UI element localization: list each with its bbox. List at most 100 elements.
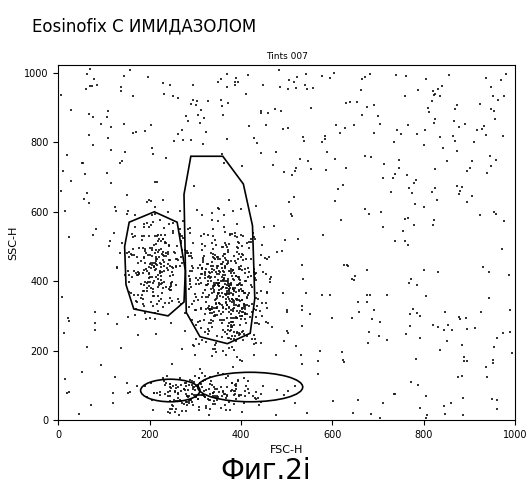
Point [139,295,148,303]
Point [209,345,217,353]
Point [202,128,210,136]
Point [244,264,252,272]
Point [172,242,181,250]
Point [125,278,133,286]
Point [240,300,249,308]
Point [112,208,121,216]
Text: Eosinofix С ИМИДАЗОЛОМ: Eosinofix С ИМИДАЗОЛОМ [32,18,256,36]
Point [183,250,192,258]
Point [245,122,253,130]
Point [201,298,210,306]
Point [88,82,96,90]
Point [81,170,90,178]
Point [217,319,226,327]
Point [219,294,228,302]
Point [340,261,348,269]
Point [140,382,149,390]
Point [251,235,260,243]
Point [279,337,288,345]
Point [158,268,166,276]
Point [257,106,266,114]
Point [176,396,184,404]
Point [153,275,162,283]
Point [289,78,298,86]
Point [225,406,234,414]
Point [225,298,234,306]
Point [224,246,232,254]
Point [346,98,355,106]
Point [294,234,302,242]
Point [234,238,242,246]
Point [205,406,214,413]
Point [215,307,224,315]
Point [177,253,185,261]
Point [227,310,235,318]
Point [264,254,273,262]
Point [429,87,437,95]
Point [493,96,502,104]
Point [178,407,186,415]
Point [228,207,237,215]
Point [118,158,127,166]
Point [150,292,158,300]
Point [157,280,166,288]
Point [204,292,212,300]
Point [252,268,260,276]
Point [223,392,232,400]
Point [413,281,422,289]
Point [275,66,284,74]
Point [251,335,260,343]
Point [316,347,324,355]
Point [171,249,179,257]
Point [232,312,241,320]
Point [458,341,467,349]
Point [241,288,250,296]
Point [113,263,121,271]
Point [143,394,152,402]
Point [262,288,271,296]
Point [89,76,98,84]
Point [262,256,271,264]
Point [156,260,165,268]
Point [237,253,245,261]
Point [160,258,168,266]
Point [349,276,358,284]
Point [366,153,375,161]
Point [450,104,459,112]
Point [436,346,444,354]
Point [200,391,208,399]
Point [444,320,453,328]
Point [219,160,228,168]
Point [193,206,202,214]
Point [219,270,227,278]
Point [139,286,148,294]
Point [152,253,160,261]
Point [140,280,149,288]
Point [176,207,184,215]
Point [213,304,221,312]
Point [186,376,195,384]
Point [224,293,232,301]
Point [232,74,240,82]
Point [118,239,126,247]
Point [203,304,212,312]
Point [225,282,234,290]
Point [169,264,177,272]
Point [109,399,117,407]
Point [160,262,168,270]
Point [199,392,207,400]
Point [208,380,216,388]
Point [238,408,246,416]
Point [58,293,67,301]
Point [205,396,214,404]
Point [190,342,198,349]
Point [109,389,117,397]
Point [148,396,156,404]
Point [339,358,348,366]
Point [164,408,173,416]
Point [389,174,397,182]
Point [234,308,243,316]
Point [61,374,70,382]
Point [248,283,256,291]
Point [132,128,140,136]
